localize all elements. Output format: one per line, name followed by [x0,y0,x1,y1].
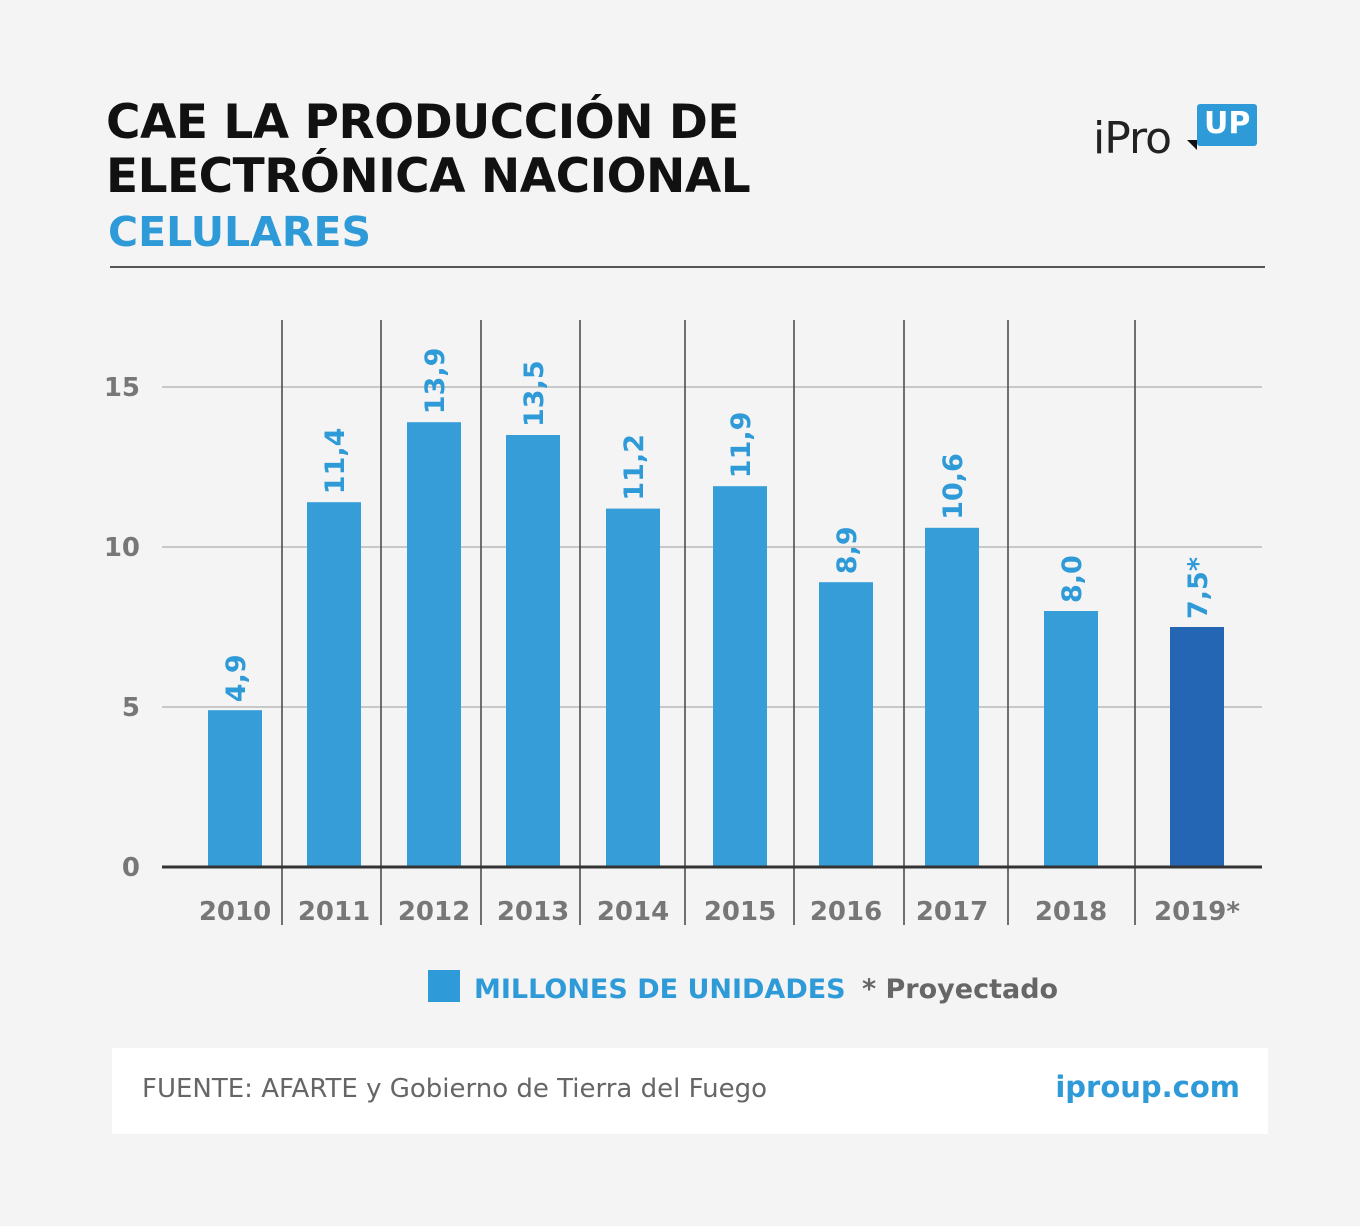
x-tick-label-2018: 2018 [1035,897,1107,927]
legend-series-label: MILLONES DE UNIDADES [474,974,846,1005]
y-tick-label-5: 5 [122,693,140,723]
logo-notch-icon [1187,140,1197,150]
bar-2019* [1170,627,1224,867]
bar-2018 [1044,611,1098,867]
bar-value-label-2014: 11,2 [619,434,650,501]
x-tick-label-2019*: 2019* [1154,897,1240,927]
bar-value-label-2015: 11,9 [726,412,757,479]
title-divider [110,266,1265,268]
iproup-logo: iPro UP [1093,103,1273,164]
bar-value-label-2016: 8,9 [832,526,863,574]
bar-value-label-2010: 4,9 [221,654,252,702]
chart-title-line-2: ELECTRÓNICA NACIONAL [106,149,751,204]
site-link[interactable]: iproup.com [1055,1070,1240,1104]
bar-2013 [506,435,560,867]
y-tick-label-15: 15 [104,373,140,403]
bar-2016 [819,582,873,867]
x-tick-label-2012: 2012 [398,897,470,927]
bar-chart: 4,9 11,4 13,9 13,5 11,2 11,9 8,9 10,6 8,0 7,5* 0 5 1… [104,320,1262,927]
bar-value-label-2011: 11,4 [320,428,351,495]
x-tick-label-2015: 2015 [704,897,776,927]
bar-2010 [208,710,262,867]
y-tick-label-10: 10 [104,533,140,563]
x-tick-label-2010: 2010 [199,897,271,927]
chart-title: CAE LA PRODUCCIÓN DE ELECTRÓNICA NACIONA… [106,96,866,204]
x-tick-label-2014: 2014 [597,897,669,927]
bar-value-label-2012: 13,9 [420,348,451,415]
bar-value-label-2019*: 7,5* [1183,557,1214,619]
y-tick-label-0: 0 [122,853,140,883]
x-tick-label-2013: 2013 [497,897,569,927]
logo-text: iPro [1093,113,1172,164]
bar-value-label-2013: 13,5 [519,360,550,427]
bar-2015 [713,486,767,867]
x-tick-label-2016: 2016 [810,897,882,927]
x-tick-label-2017: 2017 [916,897,988,927]
logo-badge: UP [1197,104,1258,146]
bar-2014 [606,508,660,867]
chart-subtitle: CELULARES [108,208,372,256]
source-text: FUENTE: AFARTE y Gobierno de Tierra del … [142,1074,767,1104]
x-tick-label-2011: 2011 [298,897,370,927]
legend-swatch [428,970,460,1002]
bar-value-label-2017: 10,6 [938,453,969,520]
bar-2017 [925,527,979,867]
bar-2012 [407,422,461,867]
chart-title-line-1: CAE LA PRODUCCIÓN DE [106,95,740,150]
footer: FUENTE: AFARTE y Gobierno de Tierra del … [112,1048,1268,1134]
bar-value-label-2018: 8,0 [1057,555,1088,603]
bar-2011 [307,502,361,867]
legend-projected-note: * Proyectado [862,974,1059,1005]
legend: MILLONES DE UNIDADES * Proyectado [428,968,1068,1018]
